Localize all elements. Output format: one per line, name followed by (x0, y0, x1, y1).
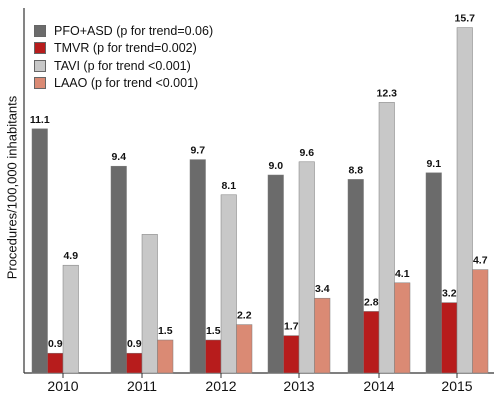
data-label-tavi-2015: 15.7 (455, 13, 476, 25)
data-label-laao-2013: 3.4 (315, 283, 330, 295)
bar-pfo-asd-2011 (110, 165, 127, 374)
data-label-pfo-asd-2012: 9.7 (190, 145, 205, 157)
legend-swatch-tmvr (34, 42, 46, 55)
bar-pfo-asd-2012 (189, 159, 206, 374)
legend-label-pfo-asd: PFO+ASD (54, 23, 113, 38)
legend-swatch-laao (34, 77, 46, 90)
data-label-pfo-asd-2015: 9.1 (426, 158, 441, 170)
data-label-pfo-asd-2010: 11.1 (30, 114, 50, 126)
bar-pfo-asd-2015 (425, 172, 442, 374)
bar-tmvr-2011 (126, 352, 143, 374)
bar-pfo-asd-2014 (347, 179, 364, 374)
x-tick-label-2014: 2014 (363, 378, 394, 394)
x-tick-label-2013: 2013 (283, 378, 314, 394)
data-label-tavi-2010: 4.9 (63, 250, 78, 262)
y-axis-label: Procedures/100,000 inhabitants (4, 95, 20, 280)
bar-tavi-2015 (456, 27, 473, 374)
data-label-tavi-2013: 9.6 (299, 147, 314, 159)
legend-label-tavi: TAVI (54, 58, 80, 73)
legend-swatch-pfo-asd (34, 24, 46, 37)
x-tick-label-2015: 2015 (441, 378, 472, 394)
data-label-tmvr-2011: 0.9 (127, 338, 142, 350)
bar-tavi-2013 (298, 161, 315, 374)
bar-laao-2012 (236, 324, 253, 374)
bar-tmvr-2014 (363, 311, 380, 374)
legend-trend-tavi: (p for trend <0.001) (83, 58, 191, 73)
legend-trend-pfo-asd: (p for trend=0.06) (116, 23, 214, 38)
data-label-tavi-2012: 8.1 (221, 180, 236, 192)
data-label-pfo-asd-2011: 9.4 (111, 151, 126, 163)
x-tick-label-2011: 2011 (127, 378, 157, 394)
bar-tavi-2014 (378, 102, 395, 374)
x-tick-label-2010: 2010 (47, 378, 78, 394)
bar-pfo-asd-2010 (31, 128, 48, 374)
legend-swatch-tavi (34, 59, 46, 72)
legend-item-tavi: TAVI (p for trend <0.001) (34, 57, 213, 75)
bar-laao-2015 (472, 269, 489, 374)
data-label-tmvr-2012: 1.5 (206, 325, 221, 337)
data-label-tmvr-2010: 0.9 (48, 338, 63, 350)
bar-tmvr-2010 (47, 352, 64, 374)
data-label-pfo-asd-2014: 8.8 (348, 164, 363, 176)
bar-tavi-2010 (62, 264, 79, 374)
legend-item-laao: LAAO (p for trend <0.001) (34, 75, 213, 93)
legend-item-tmvr: TMVR (p for trend=0.002) (34, 40, 213, 58)
data-label-tmvr-2014: 2.8 (364, 296, 379, 308)
bar-pfo-asd-2013 (267, 174, 284, 374)
legend-item-pfo-asd: PFO+ASD (p for trend=0.06) (34, 22, 213, 40)
legend-trend-tmvr: (p for trend=0.002) (92, 41, 197, 56)
data-label-laao-2015: 4.7 (473, 255, 488, 267)
legend-label-laao: LAAO (54, 76, 88, 91)
legend: PFO+ASD (p for trend=0.06) TMVR (p for t… (34, 22, 213, 92)
data-label-laao-2014: 4.1 (395, 268, 410, 280)
bar-tmvr-2012 (205, 339, 222, 374)
bar-tmvr-2013 (283, 335, 300, 374)
plot-area: 11.1 0.9 4.9 2010 9.4 0.9 1.5 2011 9.7 1.5 8.1 2.2 2… (23, 8, 494, 394)
legend-label-tmvr: TMVR (54, 41, 90, 56)
x-tick-label-2012: 2012 (205, 378, 236, 394)
bar-tavi-2012 (220, 194, 237, 374)
data-label-pfo-asd-2013: 9.0 (268, 160, 283, 172)
bar-tavi-2011 (141, 234, 158, 374)
data-label-tmvr-2015: 3.2 (442, 288, 457, 300)
bar-laao-2013 (314, 297, 331, 374)
bar-laao-2011 (157, 339, 174, 374)
bar-laao-2014 (394, 282, 411, 374)
data-label-laao-2012: 2.2 (237, 310, 252, 322)
legend-trend-laao: (p for trend <0.001) (90, 76, 199, 91)
bar-tmvr-2015 (441, 302, 458, 374)
data-label-tavi-2014: 12.3 (377, 87, 398, 99)
data-label-laao-2011: 1.5 (158, 325, 173, 337)
data-label-tmvr-2013: 1.7 (284, 321, 299, 333)
